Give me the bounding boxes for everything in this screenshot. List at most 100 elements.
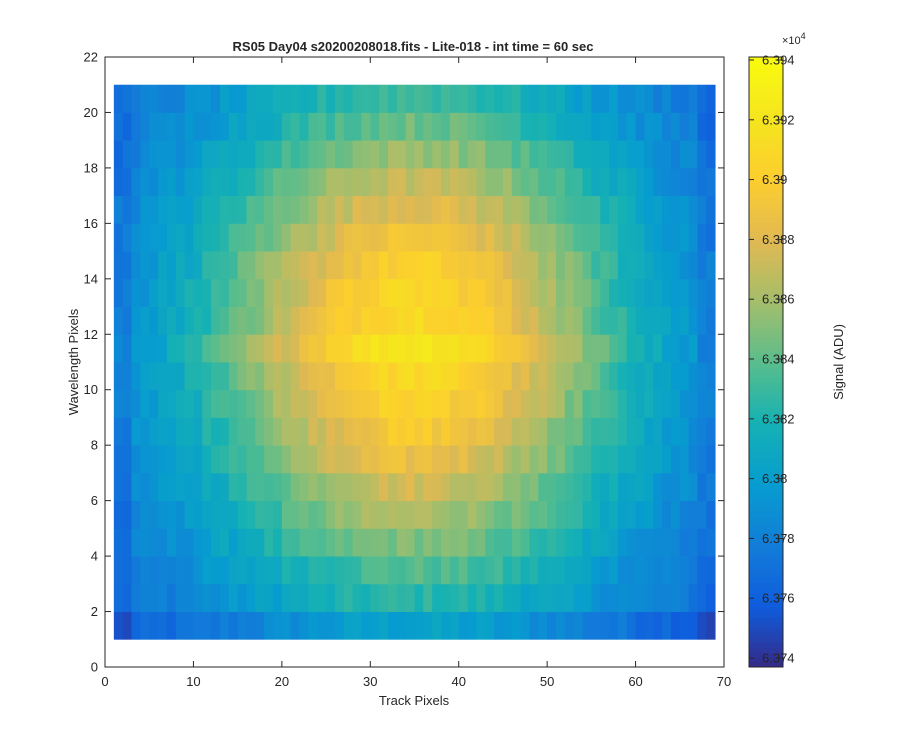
heatmap-cell xyxy=(158,306,168,335)
heatmap-cell xyxy=(502,445,513,474)
heatmap-cell xyxy=(334,334,345,363)
y-tick-label: 8 xyxy=(91,438,98,453)
heatmap-cell xyxy=(662,251,672,280)
heatmap-cell xyxy=(635,611,645,640)
heatmap-cell xyxy=(476,251,486,280)
heatmap-cell xyxy=(538,112,548,141)
heatmap-cell xyxy=(555,389,566,418)
heatmap-cell xyxy=(237,278,247,307)
heatmap-cell xyxy=(193,334,203,363)
heatmap-cell xyxy=(476,362,486,391)
colorbar-segment xyxy=(749,487,783,493)
y-tick-label: 14 xyxy=(84,271,98,286)
colorbar-tick-label: 6.384 xyxy=(762,352,795,367)
heatmap-cell xyxy=(113,472,124,502)
heatmap-cell xyxy=(255,583,265,612)
heatmap-cell xyxy=(635,112,645,141)
heatmap-cell xyxy=(644,84,654,113)
heatmap-cell xyxy=(290,583,300,612)
x-tick-label: 50 xyxy=(540,674,554,689)
heatmap-cell xyxy=(529,389,539,418)
heatmap-cell xyxy=(679,472,690,502)
heatmap-cell xyxy=(308,334,318,363)
heatmap-cell xyxy=(379,140,389,169)
heatmap-cell xyxy=(564,417,575,446)
heatmap-cell xyxy=(494,445,504,474)
heatmap-cell xyxy=(370,84,380,113)
heatmap-cell xyxy=(644,611,654,640)
heatmap-cell xyxy=(609,334,619,363)
heatmap-cell xyxy=(547,583,557,612)
heatmap-cell xyxy=(591,556,601,585)
heatmap-cell xyxy=(644,112,654,141)
heatmap-cell xyxy=(423,223,433,252)
heatmap-cell xyxy=(299,112,309,141)
y-tick-label: 4 xyxy=(91,549,98,564)
heatmap-cell xyxy=(308,583,318,612)
colorbar-segment xyxy=(749,162,783,168)
heatmap-cell xyxy=(405,389,415,418)
heatmap-cell xyxy=(449,223,460,252)
heatmap-cell xyxy=(423,500,433,529)
heatmap-cell xyxy=(131,611,141,640)
heatmap-cell xyxy=(290,611,300,640)
heatmap-cell xyxy=(122,500,132,529)
heatmap-cell xyxy=(149,167,159,197)
heatmap-cell xyxy=(555,167,566,197)
heatmap-cell xyxy=(591,112,601,141)
heatmap-cell xyxy=(564,306,575,335)
colorbar-segment xyxy=(749,182,783,188)
heatmap-cell xyxy=(414,84,424,113)
heatmap-cell xyxy=(211,556,221,585)
heatmap-cell xyxy=(441,306,451,335)
heatmap-cell xyxy=(485,389,495,418)
heatmap-cell xyxy=(609,195,619,224)
heatmap-cell xyxy=(609,389,619,418)
colorbar-segment xyxy=(749,257,783,263)
heatmap-cell xyxy=(697,223,707,252)
heatmap-cell xyxy=(211,362,221,391)
colorbar-segment xyxy=(749,382,783,388)
heatmap-cell xyxy=(547,528,557,557)
heatmap-cell xyxy=(414,445,424,474)
heatmap-cell xyxy=(626,556,636,585)
heatmap-cell xyxy=(308,528,318,557)
heatmap-cell xyxy=(379,417,389,446)
heatmap-cell xyxy=(131,445,141,474)
heatmap-cell xyxy=(423,112,433,141)
heatmap-cell xyxy=(352,140,362,169)
heatmap-cell xyxy=(467,362,477,391)
heatmap-cell xyxy=(520,472,530,502)
heatmap-cell xyxy=(317,556,327,585)
heatmap-cell xyxy=(662,223,672,252)
colorbar-segment xyxy=(749,522,783,528)
heatmap-cell xyxy=(564,223,575,252)
heatmap-cell xyxy=(502,306,513,335)
heatmap-cell xyxy=(423,528,433,557)
heatmap-cell xyxy=(706,417,716,446)
colorbar-segment xyxy=(749,602,783,608)
heatmap-cell xyxy=(670,251,681,280)
heatmap-cell xyxy=(122,389,132,418)
heatmap-cell xyxy=(396,389,407,418)
heatmap-cell xyxy=(547,223,557,252)
heatmap-cell xyxy=(290,306,300,335)
heatmap-cell xyxy=(432,445,442,474)
heatmap-cell xyxy=(334,251,345,280)
heatmap-cell xyxy=(458,417,468,446)
heatmap-cell xyxy=(158,112,168,141)
heatmap-cell xyxy=(662,278,672,307)
heatmap-cell xyxy=(432,362,442,391)
heatmap-cell xyxy=(370,334,380,363)
heatmap-cell xyxy=(175,472,185,502)
heatmap-cell xyxy=(458,84,468,113)
heatmap-cell xyxy=(122,278,132,307)
heatmap-cell xyxy=(458,334,468,363)
heatmap-cell xyxy=(644,417,654,446)
heatmap-cell xyxy=(396,556,407,585)
heatmap-cell xyxy=(113,334,124,363)
heatmap-cell xyxy=(193,223,203,252)
heatmap-cell xyxy=(396,195,407,224)
colorbar-segment xyxy=(749,577,783,583)
heatmap-cell xyxy=(246,223,256,252)
